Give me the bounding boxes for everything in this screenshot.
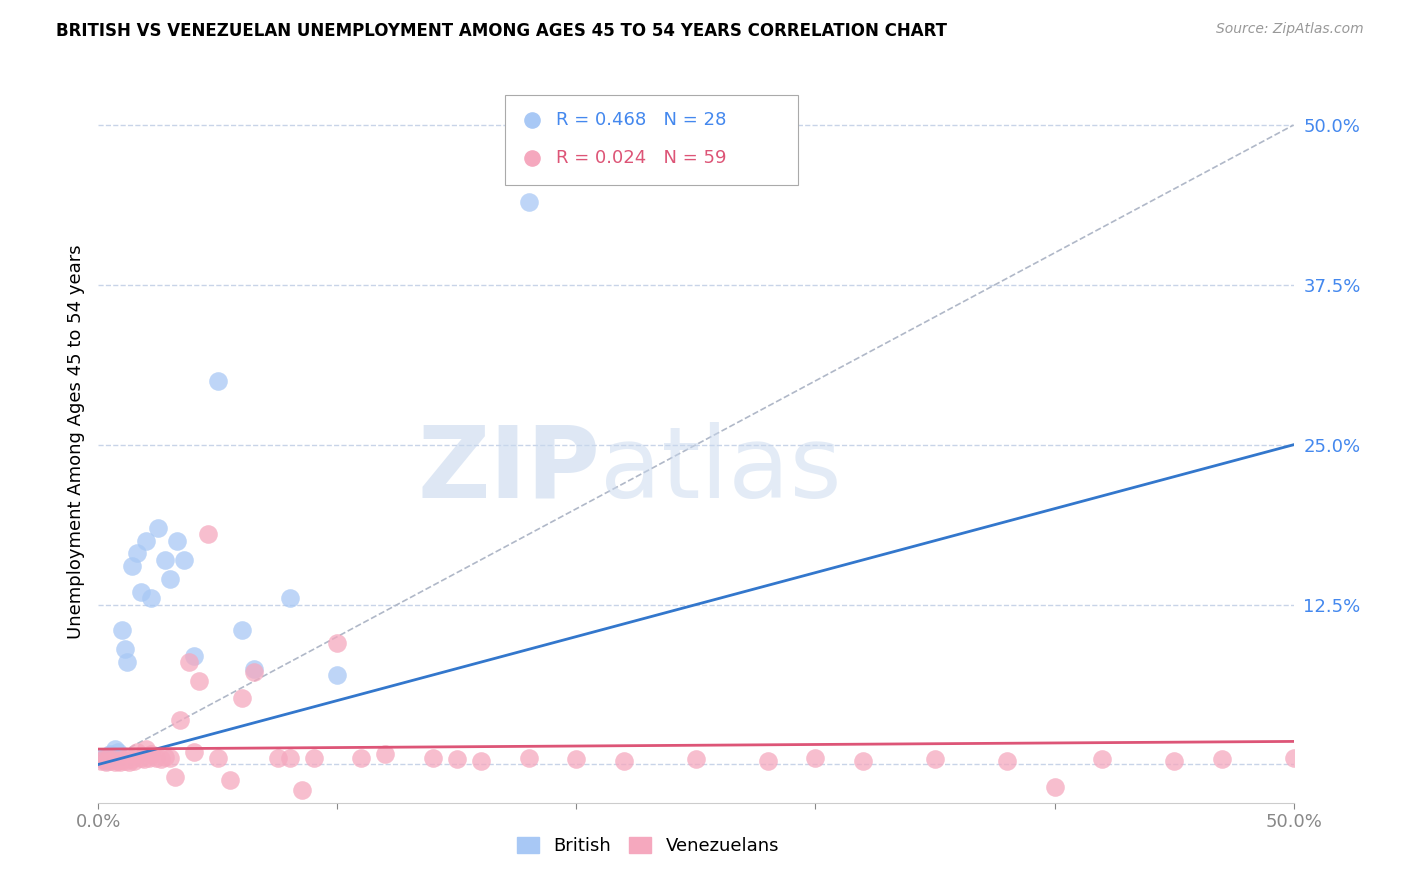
Point — [166, 533, 188, 548]
Point — [148, 521, 170, 535]
Point — [685, 752, 707, 766]
Point — [145, 751, 167, 765]
Point — [1163, 754, 1185, 768]
Point — [163, 770, 186, 784]
Point — [125, 745, 148, 759]
Point — [159, 751, 181, 765]
Point — [187, 674, 209, 689]
Point — [111, 752, 134, 766]
Point — [374, 747, 396, 762]
Text: BRITISH VS VENEZUELAN UNEMPLOYMENT AMONG AGES 45 TO 54 YEARS CORRELATION CHART: BRITISH VS VENEZUELAN UNEMPLOYMENT AMONG… — [56, 22, 948, 40]
Point — [125, 546, 148, 560]
Point — [90, 754, 112, 768]
Point — [124, 754, 146, 768]
Point — [138, 751, 160, 765]
Point — [118, 755, 141, 769]
Point — [90, 751, 112, 765]
Point — [108, 755, 131, 769]
Point — [613, 754, 636, 768]
Text: ZIP: ZIP — [418, 422, 600, 519]
Point — [101, 752, 124, 766]
Point — [131, 751, 153, 765]
Point — [135, 742, 157, 756]
Point — [183, 648, 205, 663]
Point — [91, 752, 114, 766]
Point — [104, 742, 127, 756]
Point — [121, 559, 143, 574]
Point — [111, 623, 134, 637]
Point — [1043, 780, 1066, 795]
Point — [159, 572, 181, 586]
Point — [446, 752, 468, 766]
Point — [804, 751, 827, 765]
Point — [517, 751, 540, 765]
Point — [139, 747, 162, 762]
Point — [107, 754, 129, 768]
FancyBboxPatch shape — [505, 95, 797, 185]
Point — [104, 755, 127, 769]
Point — [139, 591, 162, 606]
Point — [243, 665, 266, 680]
Point — [114, 642, 136, 657]
Point — [350, 751, 373, 765]
Y-axis label: Unemployment Among Ages 45 to 54 years: Unemployment Among Ages 45 to 54 years — [66, 244, 84, 639]
Point — [1211, 752, 1233, 766]
Point — [97, 751, 120, 765]
Point — [183, 745, 205, 759]
Point — [155, 749, 177, 764]
Point — [91, 752, 114, 766]
Point — [115, 751, 138, 765]
Point — [197, 527, 219, 541]
Text: R = 0.024   N = 59: R = 0.024 N = 59 — [557, 149, 727, 167]
Point — [302, 751, 325, 765]
Point — [98, 747, 122, 762]
Point — [169, 713, 191, 727]
Point — [243, 661, 266, 675]
Point — [852, 754, 875, 768]
Point — [121, 752, 143, 766]
Point — [94, 755, 117, 769]
Point — [278, 751, 301, 765]
Point — [155, 553, 177, 567]
Point — [115, 655, 138, 669]
Point — [422, 751, 444, 765]
Text: atlas: atlas — [600, 422, 842, 519]
Point — [278, 591, 301, 606]
Text: R = 0.468   N = 28: R = 0.468 N = 28 — [557, 111, 727, 129]
Point — [107, 745, 129, 759]
Point — [1091, 752, 1114, 766]
Text: Source: ZipAtlas.com: Source: ZipAtlas.com — [1216, 22, 1364, 37]
Point — [291, 783, 314, 797]
Point — [131, 584, 153, 599]
Point — [326, 668, 349, 682]
Point — [149, 752, 172, 766]
Point — [1282, 751, 1305, 765]
Point — [101, 749, 124, 764]
Point — [173, 553, 195, 567]
Point — [114, 754, 136, 768]
Legend: British, Venezuelans: British, Venezuelans — [510, 830, 786, 863]
Point — [326, 636, 349, 650]
Point — [231, 623, 253, 637]
Point — [207, 751, 229, 765]
Point — [179, 655, 201, 669]
Point — [207, 374, 229, 388]
Point — [565, 752, 588, 766]
Point — [132, 752, 155, 766]
Point — [231, 690, 253, 705]
Point — [470, 754, 492, 768]
Point — [98, 754, 122, 768]
Point — [924, 752, 946, 766]
Point — [94, 754, 117, 768]
Point — [995, 754, 1018, 768]
Point — [756, 754, 779, 768]
Point — [267, 751, 290, 765]
Point — [135, 533, 157, 548]
Point — [97, 751, 120, 765]
Point — [219, 772, 242, 787]
Point — [517, 194, 540, 209]
